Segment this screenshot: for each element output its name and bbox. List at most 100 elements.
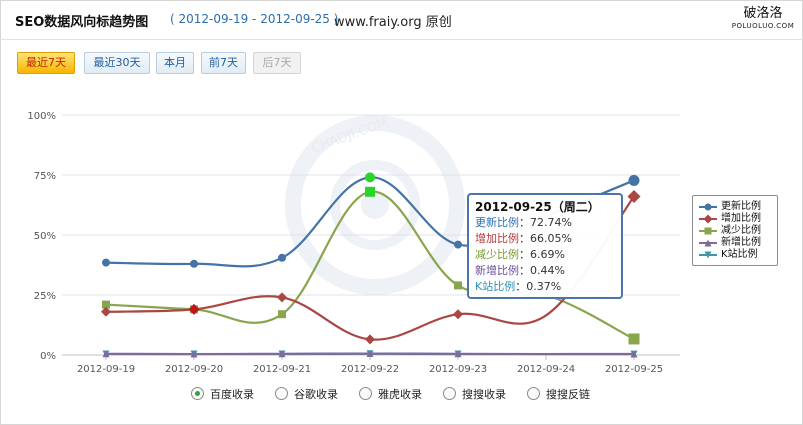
- data-point[interactable]: [190, 350, 198, 358]
- x-tick-label: 2012-09-22: [341, 364, 399, 375]
- x-tick-label: 2012-09-19: [77, 364, 135, 375]
- data-point[interactable]: [628, 333, 640, 345]
- x-tick-label: 2012-09-25: [605, 364, 663, 375]
- data-point[interactable]: [454, 350, 462, 358]
- radio-icon[interactable]: [527, 387, 540, 400]
- data-source-label: 搜搜收录: [462, 388, 506, 401]
- tooltip-value: 6.69%: [530, 248, 565, 261]
- data-source-option[interactable]: 雅虎收录: [359, 386, 437, 402]
- data-point[interactable]: [365, 186, 375, 197]
- range-button-last-30-days[interactable]: 最近30天: [84, 52, 150, 74]
- data-point[interactable]: [278, 310, 286, 319]
- tooltip-label: 新增比例: [475, 264, 519, 277]
- data-source-option[interactable]: 搜搜收录: [443, 386, 521, 402]
- data-point[interactable]: [102, 258, 110, 267]
- data-point[interactable]: [454, 281, 462, 290]
- data-source-option[interactable]: 百度收录: [191, 386, 269, 402]
- tooltip-separator: ：: [519, 216, 530, 229]
- data-source-label: 百度收录: [210, 388, 254, 401]
- tooltip-row: 更新比例：72.74%: [475, 215, 615, 231]
- legend-label: 更新比例: [721, 201, 761, 212]
- data-point[interactable]: [627, 189, 641, 203]
- legend-swatch-icon: [699, 239, 717, 247]
- radio-icon[interactable]: [275, 387, 288, 400]
- x-tick-label: 2012-09-23: [429, 364, 487, 375]
- data-point[interactable]: [365, 172, 375, 183]
- data-point[interactable]: [101, 306, 111, 317]
- brand-url: POLUOLUO.COM: [731, 22, 795, 30]
- data-point[interactable]: [628, 174, 640, 186]
- header-bar: SEO数据风向标趋势图 ( 2012-09-19 - 2012-09-25 ) …: [0, 0, 803, 40]
- site-credit: www.fraiy.org 原创: [334, 15, 452, 30]
- page-title: SEO数据风向标趋势图: [15, 15, 149, 30]
- tooltip-row: 减少比例：6.69%: [475, 247, 615, 263]
- tooltip-separator: ：: [519, 232, 530, 245]
- data-point[interactable]: [365, 334, 375, 345]
- data-point[interactable]: [453, 309, 463, 320]
- tooltip-label: K站比例: [475, 280, 516, 293]
- data-point[interactable]: [102, 350, 110, 358]
- range-button-this-month[interactable]: 本月: [156, 52, 194, 74]
- range-button-next-7-days[interactable]: 后7天: [253, 52, 301, 74]
- data-point[interactable]: [278, 253, 286, 262]
- chart-legend: 更新比例 增加比例 减少比例 新增比例 K站比例: [692, 195, 778, 266]
- tooltip-row: K站比例：0.37%: [475, 279, 615, 295]
- legend-label: 减少比例: [721, 225, 761, 236]
- tooltip-separator: ：: [515, 280, 527, 293]
- data-point[interactable]: [630, 350, 638, 358]
- data-point[interactable]: [366, 350, 374, 358]
- legend-swatch-icon: [699, 203, 717, 211]
- radio-icon[interactable]: [191, 387, 204, 400]
- y-tick-label: 50%: [34, 231, 56, 242]
- data-source-label: 谷歌收录: [294, 388, 338, 401]
- legend-label: 新增比例: [721, 237, 761, 248]
- range-button-previous-7-days[interactable]: 前7天: [201, 52, 246, 74]
- legend-swatch-icon: [699, 227, 717, 235]
- legend-marker[interactable]: [704, 239, 712, 247]
- tooltip-label: 增加比例: [475, 232, 519, 245]
- y-tick-label: 25%: [34, 291, 56, 302]
- x-tick-label: 2012-09-20: [165, 364, 223, 375]
- tooltip-date: 2012-09-25（周二）: [475, 200, 600, 214]
- legend-marker[interactable]: [704, 227, 712, 235]
- data-point[interactable]: [454, 240, 462, 249]
- tooltip-row: 新增比例：0.44%: [475, 263, 615, 279]
- y-tick-label: 100%: [27, 111, 56, 122]
- tooltip-label: 更新比例: [475, 216, 519, 229]
- data-point[interactable]: [190, 259, 198, 268]
- legend-label: 增加比例: [721, 213, 761, 224]
- legend-marker[interactable]: [704, 251, 712, 259]
- tooltip-value: 66.05%: [530, 232, 572, 245]
- y-tick-label: 0%: [40, 351, 56, 362]
- date-range: ( 2012-09-19 - 2012-09-25 ): [170, 12, 339, 26]
- tooltip-value: 72.74%: [530, 216, 572, 229]
- brand-logo[interactable]: 破洛洛 POLUOLUO.COM: [728, 6, 798, 31]
- legend-marker[interactable]: [704, 203, 712, 211]
- data-source-label: 雅虎收录: [378, 388, 422, 401]
- data-source-label: 搜搜反链: [546, 388, 590, 401]
- data-tooltip: 2012-09-25（周二） 更新比例：72.74% 增加比例：66.05% 减少比…: [467, 193, 623, 299]
- data-source-option[interactable]: 谷歌收录: [275, 386, 353, 402]
- legend-swatch-icon: [699, 214, 717, 224]
- y-tick-label: 75%: [34, 171, 56, 182]
- data-point[interactable]: [188, 303, 200, 315]
- y-axis-labels: 0% 25% 50% 75% 100%: [27, 111, 56, 362]
- data-point[interactable]: [278, 350, 286, 358]
- radio-icon[interactable]: [443, 387, 456, 400]
- brand-name: 破洛洛: [743, 6, 783, 21]
- x-tick-label: 2012-09-24: [517, 364, 575, 375]
- x-tick-label: 2012-09-21: [253, 364, 311, 375]
- tooltip-row: 增加比例：66.05%: [475, 231, 615, 247]
- legend-swatch-icon: [699, 251, 717, 259]
- data-point[interactable]: [102, 300, 110, 309]
- data-point[interactable]: [277, 292, 287, 303]
- radio-icon[interactable]: [359, 387, 372, 400]
- data-source-option[interactable]: 搜搜反链: [527, 386, 605, 402]
- tooltip-value: 0.44%: [530, 264, 565, 277]
- tooltip-separator: ：: [519, 248, 530, 261]
- legend-marker[interactable]: [703, 214, 713, 224]
- tooltip-label: 减少比例: [475, 248, 519, 261]
- tooltip-value: 0.37%: [526, 280, 562, 293]
- range-button-last-7-days[interactable]: 最近7天: [17, 52, 75, 74]
